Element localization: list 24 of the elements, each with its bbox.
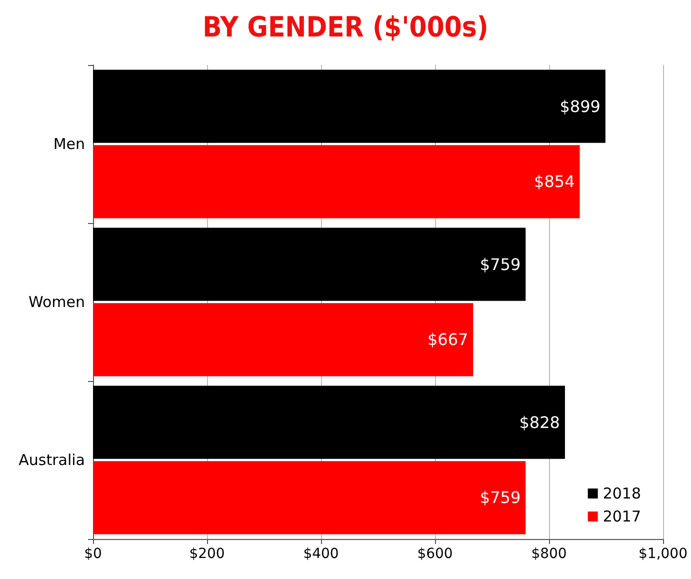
bar [93, 386, 565, 459]
x-tick-label: $1,000 [638, 546, 688, 562]
x-tick-label: $600 [417, 546, 453, 562]
data-label: $667 [427, 330, 468, 350]
x-tick-label: $800 [531, 546, 567, 562]
y-tick-label: Australia [18, 451, 85, 469]
data-label: $899 [560, 96, 600, 116]
data-label: $759 [480, 488, 521, 508]
x-tick-label: $400 [303, 546, 339, 562]
data-label: $828 [519, 412, 560, 432]
chart-title: BY GENDER ($'000s) [202, 10, 488, 44]
legend-label: 2018 [602, 484, 642, 502]
x-tick-label: $200 [189, 546, 225, 562]
y-tick-label: Men [53, 135, 85, 153]
bar [93, 303, 474, 376]
legend-label: 2017 [602, 508, 642, 526]
bar [93, 461, 526, 534]
data-label: $759 [480, 254, 521, 274]
y-tick-label: Women [28, 293, 85, 311]
bar [93, 70, 606, 143]
x-tick-label: $0 [84, 546, 102, 562]
bar [93, 228, 526, 301]
bar [93, 145, 580, 218]
data-label: $854 [534, 172, 575, 192]
